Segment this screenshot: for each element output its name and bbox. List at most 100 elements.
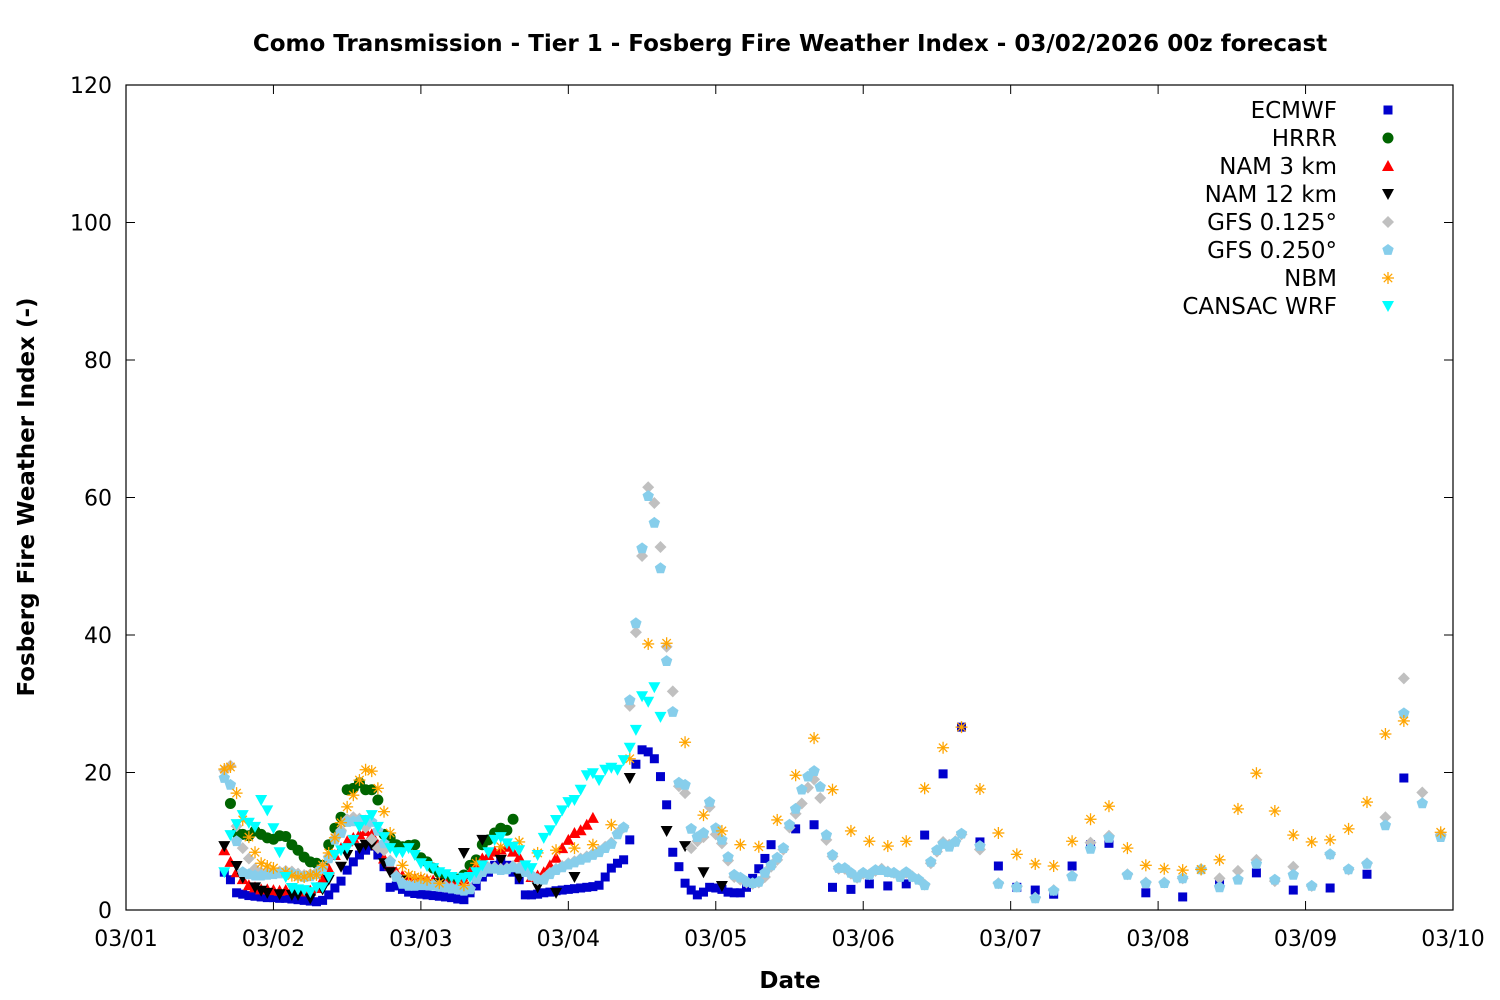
- data-point: [365, 765, 378, 778]
- data-point: [545, 887, 555, 897]
- data-point: [629, 724, 642, 736]
- data-point: [1379, 819, 1392, 831]
- data-point: [1398, 707, 1410, 719]
- data-point: [341, 800, 354, 813]
- data-point: [654, 562, 667, 574]
- data-point: [1121, 842, 1134, 855]
- data-point: [1416, 786, 1429, 799]
- data-point: [249, 882, 262, 894]
- data-point: [648, 682, 661, 694]
- data-point: [335, 816, 348, 829]
- data-point: [396, 847, 409, 859]
- data-point: [1324, 833, 1337, 846]
- data-point: [754, 864, 764, 874]
- data-point: [341, 850, 354, 861]
- data-point: [630, 617, 642, 629]
- data-point: [384, 843, 397, 855]
- data-point: [1047, 860, 1060, 872]
- data-point: [1416, 797, 1428, 809]
- data-point: [322, 872, 335, 883]
- data-point: [1178, 892, 1188, 902]
- data-point: [353, 774, 366, 787]
- data-point: [973, 783, 986, 795]
- data-point: [619, 855, 629, 865]
- data-point: [328, 831, 341, 844]
- legend-marker: [1383, 105, 1393, 115]
- data-point: [353, 821, 366, 833]
- data-point: [427, 863, 440, 875]
- data-point: [789, 802, 802, 814]
- x-tick-label: 03/06: [832, 927, 895, 952]
- data-point: [569, 884, 579, 894]
- data-point: [550, 887, 563, 899]
- data-point: [697, 827, 710, 838]
- data-point: [347, 834, 360, 846]
- data-point: [814, 791, 827, 804]
- data-point: [556, 805, 569, 817]
- legend-item: GFS 0.125°: [1207, 210, 1394, 236]
- data-point: [336, 876, 346, 886]
- data-point: [900, 835, 913, 848]
- data-point: [347, 789, 360, 802]
- data-point: [281, 893, 291, 903]
- x-tick-label: 03/10: [1421, 927, 1484, 952]
- legend-marker: [1382, 189, 1394, 200]
- data-point: [316, 873, 329, 885]
- legend-marker: [1382, 160, 1394, 171]
- data-point: [716, 833, 728, 845]
- data-point: [1306, 879, 1318, 891]
- data-point: [562, 833, 575, 845]
- data-point: [365, 810, 378, 822]
- data-point: [826, 783, 839, 796]
- data-point: [371, 821, 384, 833]
- data-point: [789, 769, 802, 782]
- data-point: [636, 542, 648, 554]
- data-point: [494, 854, 507, 866]
- data-point: [1030, 885, 1040, 895]
- data-point: [279, 872, 292, 883]
- data-point: [1139, 859, 1152, 872]
- data-point: [660, 637, 673, 650]
- legend-label: GFS 0.250°: [1207, 238, 1337, 264]
- data-point: [674, 862, 684, 872]
- data-point: [225, 875, 235, 885]
- data-point: [593, 775, 606, 787]
- data-point: [925, 855, 937, 867]
- data-point: [576, 883, 586, 893]
- series-hrrr: [224, 777, 519, 888]
- data-point: [1121, 868, 1134, 880]
- legend-item: NAM 12 km: [1205, 182, 1394, 208]
- data-point: [255, 795, 268, 806]
- data-point: [586, 811, 599, 823]
- data-point: [531, 882, 544, 894]
- data-point: [568, 872, 581, 883]
- data-point: [267, 823, 280, 835]
- data-point: [808, 765, 820, 776]
- data-point: [760, 853, 770, 863]
- data-point: [631, 759, 641, 769]
- data-point: [685, 842, 698, 855]
- data-point: [666, 685, 679, 698]
- data-point: [697, 809, 710, 822]
- data-point: [1213, 872, 1226, 885]
- series-gfs-0-250-: [218, 490, 1447, 904]
- data-point: [249, 846, 262, 859]
- legend-item: ECMWF: [1251, 98, 1393, 124]
- data-point: [1213, 881, 1226, 893]
- data-point: [820, 829, 833, 840]
- data-point: [316, 859, 329, 872]
- data-point: [883, 881, 893, 891]
- data-point: [224, 778, 237, 790]
- y-tick-label: 20: [84, 762, 112, 787]
- data-point: [384, 867, 397, 879]
- data-point: [1029, 857, 1042, 870]
- legend-label: HRRR: [1272, 126, 1337, 152]
- legend-marker: [1382, 301, 1394, 312]
- data-point: [655, 772, 665, 782]
- data-point: [537, 832, 550, 844]
- data-point: [408, 850, 421, 861]
- data-point: [864, 879, 874, 889]
- data-point: [679, 841, 692, 853]
- legend-label: CANSAC WRF: [1182, 294, 1337, 320]
